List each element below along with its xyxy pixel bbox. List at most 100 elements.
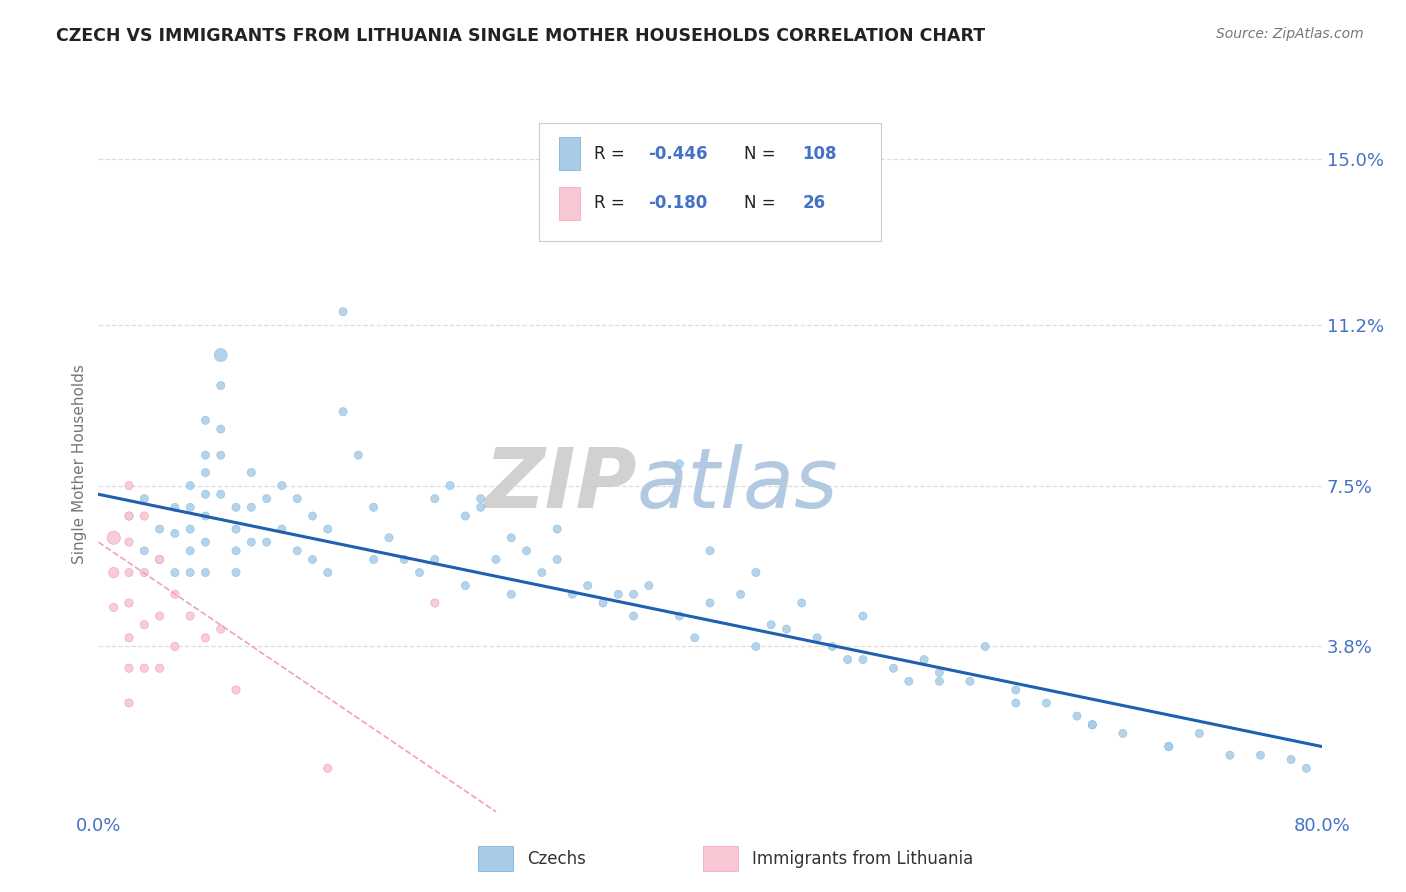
Point — [592, 596, 614, 610]
Point — [821, 640, 844, 654]
Point — [423, 552, 446, 566]
Point — [530, 566, 553, 580]
Point — [1035, 696, 1057, 710]
Point — [1112, 726, 1135, 740]
Point — [163, 500, 186, 515]
Point — [959, 674, 981, 689]
Point — [363, 552, 385, 566]
Point — [745, 566, 768, 580]
Point — [623, 587, 645, 601]
Point — [699, 544, 721, 558]
Point — [225, 500, 247, 515]
Point — [730, 587, 752, 601]
Point — [928, 665, 950, 680]
Point — [209, 422, 232, 436]
Point — [149, 552, 172, 566]
Point — [103, 566, 125, 580]
Point — [270, 522, 292, 536]
Point — [1066, 709, 1088, 723]
Point — [225, 566, 247, 580]
Point — [501, 531, 523, 545]
Point — [194, 466, 217, 480]
Point — [103, 531, 125, 545]
Text: Czechs: Czechs — [527, 849, 586, 868]
Point — [118, 566, 141, 580]
Bar — [478, 847, 513, 871]
Point — [1081, 717, 1104, 731]
Point — [759, 617, 782, 632]
Point — [1081, 717, 1104, 731]
Point — [194, 487, 217, 501]
Point — [883, 661, 905, 675]
Point — [363, 500, 385, 515]
Point — [149, 552, 172, 566]
Point — [163, 566, 186, 580]
Point — [316, 566, 339, 580]
Point — [194, 508, 217, 523]
Text: atlas: atlas — [637, 444, 838, 525]
Point — [501, 587, 523, 601]
Point — [332, 304, 354, 318]
Point — [392, 552, 416, 566]
Point — [134, 544, 156, 558]
Point — [301, 508, 323, 523]
Point — [194, 413, 217, 427]
Point — [928, 674, 950, 689]
Point — [149, 609, 172, 624]
Point — [332, 405, 354, 419]
Point — [209, 378, 232, 392]
Point — [118, 508, 141, 523]
Point — [454, 508, 477, 523]
Point — [516, 544, 538, 558]
Point — [209, 622, 232, 636]
Point — [209, 348, 232, 362]
Point — [1279, 753, 1302, 767]
Point — [179, 544, 201, 558]
Point — [1157, 739, 1180, 754]
Point — [225, 522, 247, 536]
Point — [118, 478, 141, 492]
Point — [134, 566, 156, 580]
Point — [852, 652, 875, 666]
Point — [194, 631, 217, 645]
Point — [134, 617, 156, 632]
Point — [790, 596, 813, 610]
Point — [118, 535, 141, 549]
Point — [1004, 683, 1026, 698]
Point — [485, 552, 508, 566]
Point — [1004, 696, 1026, 710]
Bar — [703, 847, 738, 871]
Point — [149, 522, 172, 536]
Point — [1157, 739, 1180, 754]
Point — [623, 609, 645, 624]
Point — [745, 640, 768, 654]
Point — [1249, 748, 1271, 763]
Point — [347, 448, 370, 462]
Point — [240, 535, 263, 549]
Point — [837, 652, 859, 666]
Point — [316, 761, 339, 775]
Point — [912, 652, 935, 666]
Point — [1188, 726, 1211, 740]
Text: Source: ZipAtlas.com: Source: ZipAtlas.com — [1216, 27, 1364, 41]
Point — [408, 566, 430, 580]
Point — [285, 544, 308, 558]
Point — [209, 448, 232, 462]
Point — [179, 522, 201, 536]
Point — [118, 661, 141, 675]
Point — [546, 522, 568, 536]
Y-axis label: Single Mother Households: Single Mother Households — [72, 364, 87, 564]
Point — [118, 631, 141, 645]
Point — [637, 579, 661, 593]
Point — [225, 683, 247, 698]
Point — [974, 640, 997, 654]
Point — [179, 609, 201, 624]
Point — [576, 579, 599, 593]
Point — [470, 500, 492, 515]
Point — [285, 491, 308, 506]
Point — [423, 596, 446, 610]
Point — [607, 587, 630, 601]
Point — [134, 661, 156, 675]
Point — [194, 566, 217, 580]
Point — [134, 491, 156, 506]
